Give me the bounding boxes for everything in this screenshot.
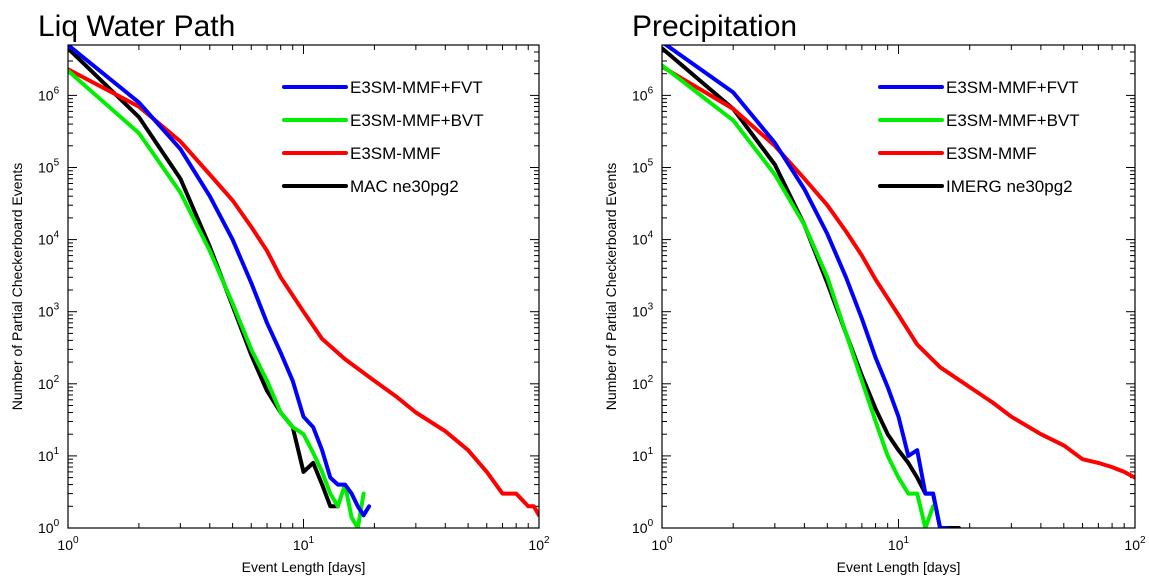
y-tick-label: 105 (38, 157, 60, 175)
y-tick-label: 106 (38, 85, 60, 103)
x-axis-label: Event Length [days] (837, 559, 961, 575)
legend: E3SM-MMF+FVT E3SM-MMF+BVT E3SM-MMF MAC ne30… (282, 78, 484, 196)
legend-label: MAC ne30pg2 (350, 177, 459, 196)
legend-item: E3SM-MMF+BVT (878, 111, 1080, 130)
chart-title: Liq Water Path (38, 10, 235, 43)
legend: E3SM-MMF+FVT E3SM-MMF+BVT E3SM-MMF IMERG ne… (878, 78, 1080, 196)
y-tick-label: 105 (632, 157, 654, 175)
x-axis-label: Event Length [days] (242, 559, 366, 575)
legend-item: E3SM-MMF (282, 144, 441, 163)
legend-item: IMERG ne30pg2 (878, 177, 1073, 196)
series-line-1 (662, 45, 949, 528)
legend-item: MAC ne30pg2 (282, 177, 459, 196)
y-tick-label: 102 (38, 374, 60, 392)
legend-item: E3SM-MMF+FVT (282, 78, 483, 97)
y-tick-label: 104 (632, 230, 654, 248)
x-tick-label: 100 (651, 535, 673, 553)
y-tick-label: 100 (38, 518, 60, 536)
legend-label: E3SM-MMF+BVT (350, 111, 484, 130)
series-line-3 (68, 67, 539, 518)
x-tick-label: 102 (1124, 535, 1146, 553)
x-tick-label: 101 (293, 535, 315, 553)
y-tick-label: 104 (38, 230, 60, 248)
plot-frame (67, 44, 540, 529)
legend-item: E3SM-MMF (878, 144, 1037, 163)
y-tick-label: 102 (632, 374, 654, 392)
chart-panel-2: Precipitation 100 101 102 100 101 102 103 104 105… (603, 10, 1146, 575)
y-tick-label: 101 (632, 446, 654, 464)
series-line-2 (68, 68, 366, 528)
legend-label: E3SM-MMF+FVT (946, 78, 1079, 97)
y-tick-label: 100 (632, 518, 654, 536)
chart-title: Precipitation (632, 10, 797, 43)
x-tick-label: 100 (57, 535, 79, 553)
y-tick-label: 103 (632, 302, 654, 320)
legend-item: E3SM-MMF+BVT (282, 111, 484, 130)
series-lines (68, 45, 539, 528)
legend-label: E3SM-MMF+BVT (946, 111, 1080, 130)
legend-label: IMERG ne30pg2 (946, 177, 1073, 196)
legend-label: E3SM-MMF+FVT (350, 78, 483, 97)
x-tick-label: 101 (888, 535, 910, 553)
series-line-3 (662, 64, 1135, 480)
tick-marks (661, 44, 1135, 529)
series-line-4 (68, 46, 340, 509)
y-tick-label: 103 (38, 302, 60, 320)
chart-panel-1: Liq Water Path 100 101 102 100 101 102 103 104 10… (9, 10, 550, 575)
plot-frame (661, 44, 1136, 529)
legend-item: E3SM-MMF+FVT (878, 78, 1079, 97)
y-tick-label: 101 (38, 446, 60, 464)
x-tick-label: 102 (528, 535, 550, 553)
y-axis-label: Number of Partial Checkerboard Events (9, 163, 25, 410)
y-axis-label: Number of Partial Checkerboard Events (603, 163, 619, 410)
series-line-1 (68, 45, 372, 518)
series-lines (662, 45, 1135, 528)
y-tick-label: 106 (632, 85, 654, 103)
legend-label: E3SM-MMF (946, 144, 1037, 163)
legend-label: E3SM-MMF (350, 144, 441, 163)
series-line-2 (662, 63, 936, 528)
